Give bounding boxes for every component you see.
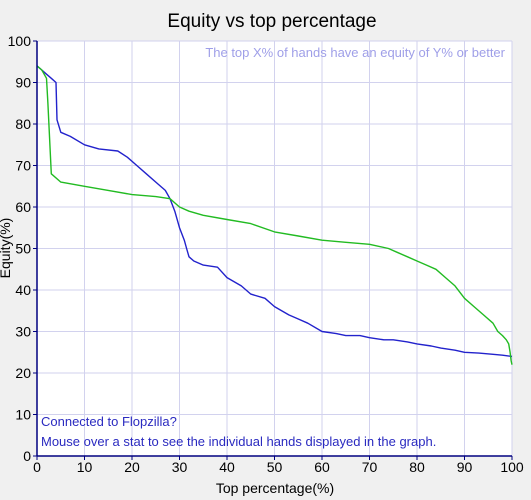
y-tick-label: 10	[15, 407, 31, 423]
y-tick-label: 70	[15, 158, 31, 174]
blue-series-line[interactable]	[36, 65, 513, 358]
x-axis-label: Top percentage(%)	[216, 480, 334, 496]
y-tick-label: 60	[15, 199, 31, 215]
x-tick-label: 80	[409, 459, 425, 475]
y-tick-label: 80	[15, 116, 31, 132]
x-tick-label: 100	[500, 459, 524, 475]
connection-note: Connected to Flopzilla?	[41, 414, 177, 429]
y-tick-label: 100	[8, 33, 32, 49]
chart-annotation: The top X% of hands have an equity of Y%…	[205, 45, 505, 60]
x-tick-label: 70	[362, 459, 378, 475]
y-tick-label: 30	[15, 324, 31, 340]
y-tick-label: 0	[23, 448, 31, 464]
x-tick-label: 30	[172, 459, 188, 475]
x-tick-label: 10	[77, 459, 93, 475]
green-series-line[interactable]	[36, 65, 513, 365]
tick-labels: 0 10 20 30 40 50 60 70 80 90 100 0 10 20 30 40 50 60 70 80 9…	[8, 33, 524, 475]
grid-lines	[37, 40, 513, 456]
x-tick-label: 90	[457, 459, 473, 475]
hover-hint-note: Mouse over a stat to see the individual …	[41, 434, 436, 449]
y-axis-label: Equity(%)	[0, 218, 13, 279]
y-tick-label: 20	[15, 365, 31, 381]
x-tick-label: 50	[267, 459, 283, 475]
x-tick-label: 0	[33, 459, 41, 475]
x-tick-label: 20	[124, 459, 140, 475]
y-tick-label: 50	[15, 241, 31, 257]
chart-title: Equity vs top percentage	[167, 11, 376, 32]
series-lines	[36, 65, 513, 365]
x-tick-label: 60	[314, 459, 330, 475]
axes	[33, 40, 513, 460]
x-tick-label: 40	[219, 459, 235, 475]
y-tick-label: 90	[15, 75, 31, 91]
y-tick-label: 40	[15, 282, 31, 298]
